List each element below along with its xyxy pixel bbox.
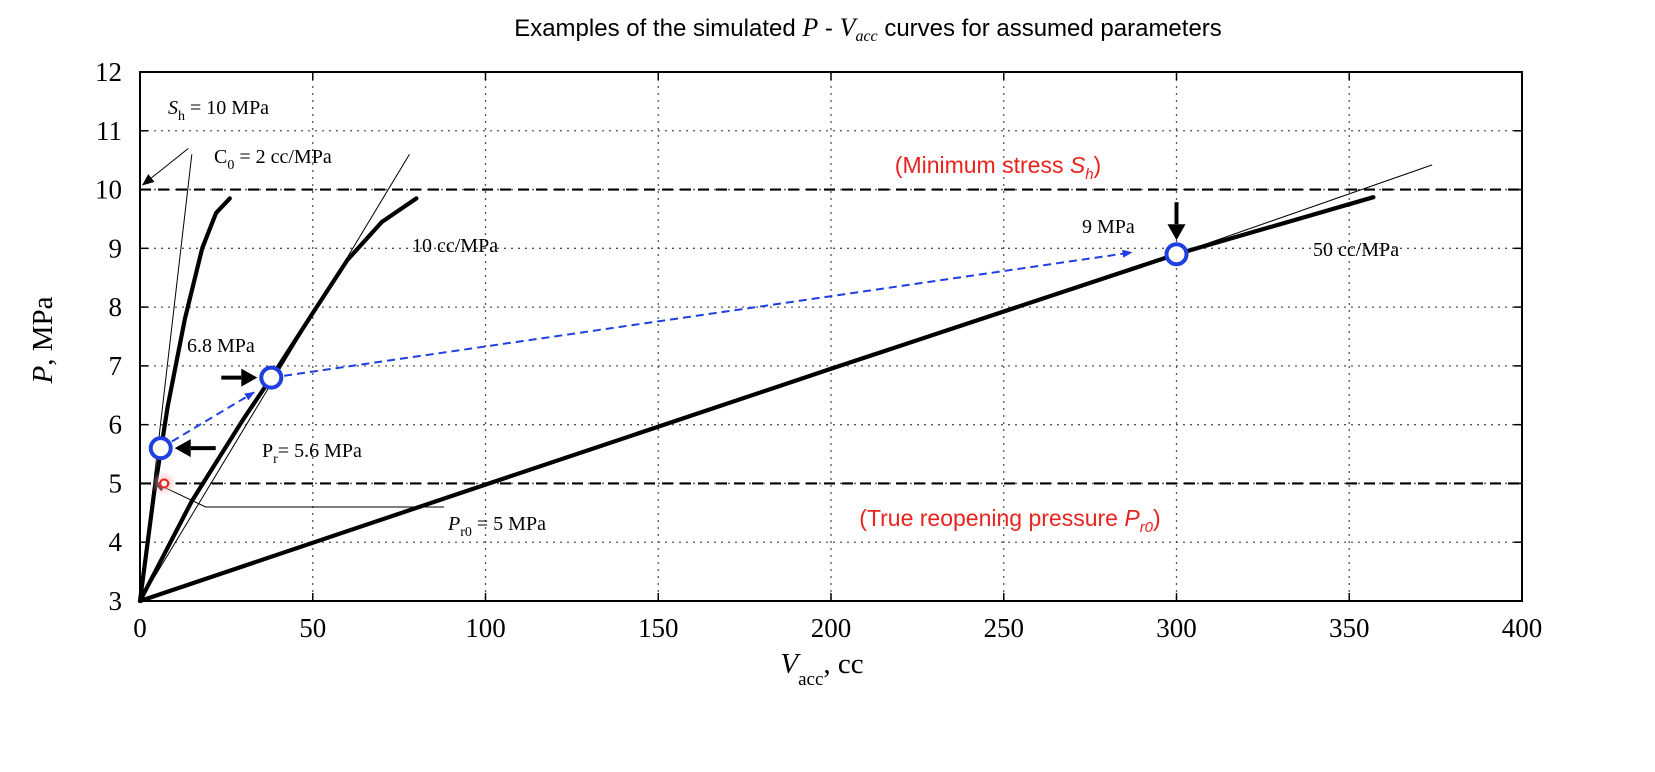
y-axis-label: P, MPa	[27, 296, 59, 384]
y-tick-label: 12	[95, 57, 122, 87]
c0-annotation: C0 = 2 cc/MPa	[214, 146, 332, 173]
y-tick-label: 4	[109, 527, 123, 557]
marker-Pr-5-6-MPa	[148, 436, 173, 461]
tangent-line	[1176, 164, 1433, 255]
series-line	[137, 196, 232, 604]
blue-arrow	[160, 391, 255, 450]
y-tick-label: 10	[95, 175, 122, 205]
marker-9-MPa	[1164, 242, 1189, 267]
p68-annotation: 6.8 MPa	[187, 335, 255, 357]
pr0-annotation: Pr0 = 5 MPa	[447, 513, 546, 540]
series-line	[137, 196, 419, 604]
reference-lines	[140, 188, 1522, 485]
pr-pointer-head	[174, 439, 191, 458]
x-tick-label: 200	[811, 613, 852, 643]
chart-title: Examples of the simulated P - Vacc curve…	[514, 13, 1222, 45]
y-tick-label: 9	[109, 233, 123, 263]
x-tick-label: 250	[984, 613, 1025, 643]
blue-arrow	[271, 249, 1133, 379]
c50-annotation: 50 cc/MPa	[1313, 239, 1399, 261]
x-tick-label: 350	[1329, 613, 1370, 643]
x-tick-label: 150	[638, 613, 679, 643]
y-tick-label: 5	[109, 468, 123, 498]
y-tick-label: 6	[109, 410, 123, 440]
data-series	[137, 195, 1376, 604]
y-tick-label: 8	[109, 292, 123, 322]
markers	[148, 202, 1189, 497]
y-tick-label: 11	[96, 116, 122, 146]
marker-6-8-MPa	[259, 365, 284, 390]
x-tick-label: 0	[133, 613, 147, 643]
y-tick-label: 7	[109, 351, 123, 381]
p68-pointer-head	[241, 368, 258, 387]
grid	[140, 72, 1522, 601]
series-line	[137, 195, 1376, 604]
y-tick-label: 3	[109, 586, 123, 616]
x-tick-label: 400	[1502, 613, 1543, 643]
c10-annotation: 10 cc/MPa	[412, 235, 498, 257]
axis-ticks: 0 50 100 150 200 250 300 350 400 3 4 5 6 7 8 9 10 11 12	[95, 57, 1542, 643]
p9-pointer-head	[1167, 224, 1186, 241]
pr-annotation: Pr= 5.6 MPa	[262, 440, 362, 467]
x-tick-label: 50	[299, 613, 326, 643]
blue-arrows	[160, 249, 1133, 450]
p9-annotation: 9 MPa	[1082, 216, 1135, 238]
minimum-stress-label: (Minimum stress Sh)	[895, 152, 1101, 183]
sh-annotation: Sh = 10 MPa	[168, 97, 269, 124]
sh-callout-arrow	[141, 148, 189, 186]
x-tick-label: 300	[1156, 613, 1197, 643]
red-point	[159, 478, 170, 489]
x-axis-label: Vacc, cc	[780, 648, 863, 690]
reopening-pressure-label: (True reopening pressure Pr0)	[859, 505, 1160, 536]
x-tick-label: 100	[465, 613, 506, 643]
